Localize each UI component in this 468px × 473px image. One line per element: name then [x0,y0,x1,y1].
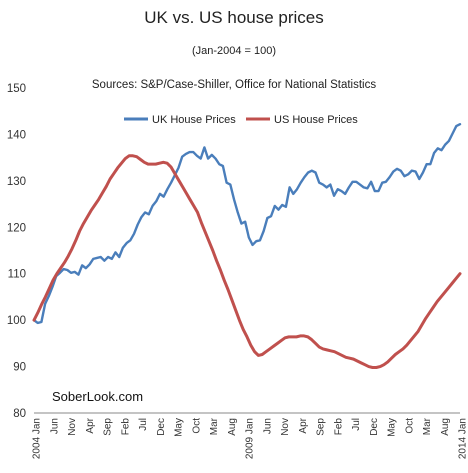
series-line-uk [32,123,462,325]
legend-label-uk: UK House Prices [152,114,236,126]
legend-label-us: US House Prices [274,114,358,126]
x-tick-label: Oct [404,418,415,434]
x-tick-label: 2004 Jan [32,418,43,459]
series-line-us [32,154,462,369]
x-tick-label: Jul [351,418,362,431]
y-tick-label: 150 [7,83,26,95]
x-tick-label: Jul [138,418,149,431]
x-tick-label: Nov [67,418,78,436]
x-tick-label: Dec [369,418,380,436]
x-tick-label: Sep [103,418,114,436]
x-tick-label: Dec [156,418,167,436]
y-tick-label: 80 [13,408,26,420]
y-tick-label: 130 [7,176,26,188]
y-tick-label: 140 [7,129,26,141]
y-tick-label: 110 [8,269,26,281]
chart-source: Sources: S&P/Case-Shiller, Office for Na… [92,79,376,91]
x-tick-label: Aug [440,418,451,436]
x-tick-label: 2014 Jan [458,418,468,459]
x-tick-label: Sep [316,418,327,436]
x-tick-label: Apr [85,417,96,433]
x-tick-label: Feb [333,418,344,436]
x-tick-label: May [387,418,398,437]
x-tick-label: Aug [227,418,238,436]
x-axis: 2004 Jan Jun Nov Apr Sep Feb Jul Dec May Oct Mar Au… [32,412,468,459]
legend: UK House Prices US House Prices [124,114,358,126]
x-tick-label: Mar [422,417,433,435]
x-tick-label: Nov [280,418,291,436]
x-tick-label: Mar [209,417,220,435]
y-axis: 80 90 100 110 120 130 140 150 [7,83,26,420]
series-layer [32,123,462,369]
x-tick-label: Feb [120,418,131,436]
x-tick-label: May [174,418,185,437]
watermark: SoberLook.com [52,389,143,404]
y-tick-label: 100 [7,315,26,327]
x-tick-label: 2009 Jan [245,418,256,459]
chart-subtitle: (Jan-2004 = 100) [192,45,276,57]
x-tick-label: Jun [262,418,273,434]
y-tick-label: 90 [13,362,26,374]
x-tick-label: Apr [298,417,309,433]
x-tick-label: Jun [49,418,60,434]
chart-title: UK vs. US house prices [144,8,324,27]
y-tick-label: 120 [7,222,26,234]
x-tick-label: Oct [191,418,202,434]
